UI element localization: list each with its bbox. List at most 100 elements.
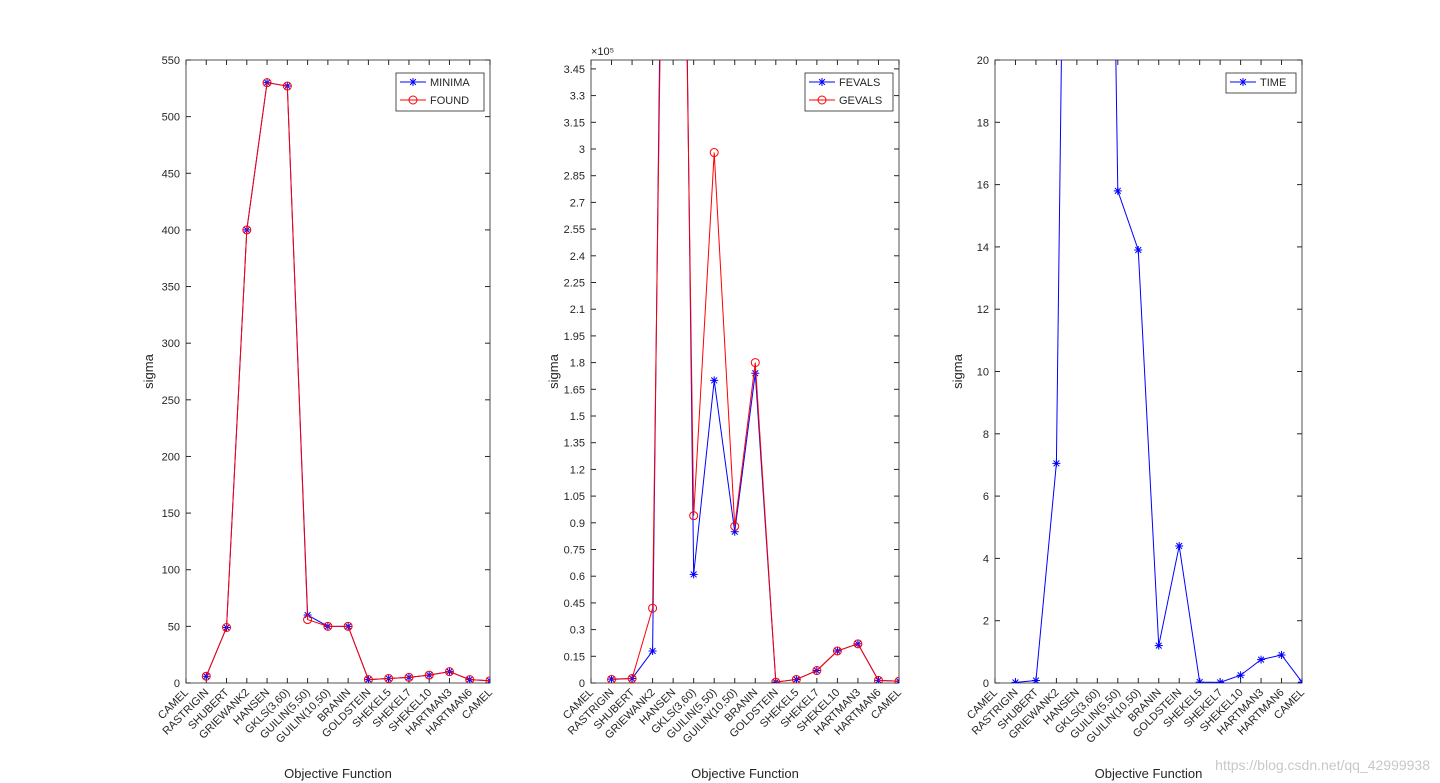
marker	[627, 674, 637, 683]
marker	[409, 78, 417, 86]
marker	[817, 95, 827, 105]
y-tick-label: 2.55	[564, 224, 585, 236]
marker	[222, 622, 232, 632]
marker	[771, 677, 781, 683]
y-tick-label: 2.7	[570, 197, 585, 209]
y-tick-label: 0	[579, 678, 585, 690]
marker	[282, 81, 292, 91]
y-tick-label: 1.5	[570, 411, 585, 423]
marker	[1239, 78, 1247, 86]
y-tick-label: 2.85	[564, 171, 585, 183]
marker	[485, 676, 490, 683]
y-tick-label: 12	[977, 304, 989, 316]
marker	[607, 674, 617, 683]
y-tick-label: 0.9	[570, 518, 585, 530]
y-tick-label: 2.1	[570, 304, 585, 316]
marker	[750, 358, 760, 368]
marker	[424, 670, 434, 680]
marker	[202, 672, 211, 681]
y-tick-label: 16	[977, 180, 989, 192]
y-tick-label: 250	[162, 395, 180, 407]
y-tick-label: 350	[162, 282, 180, 294]
y-tick-label: 4	[983, 553, 989, 565]
y-tick-label: 500	[162, 112, 180, 124]
y-axis-label: sigma	[141, 353, 156, 388]
marker	[818, 78, 826, 86]
y-tick-label: 8	[983, 429, 989, 441]
marker	[444, 667, 454, 677]
marker	[709, 148, 719, 158]
marker	[751, 369, 760, 378]
y-tick-label: 0	[174, 678, 180, 690]
legend-label: FEVALS	[839, 77, 880, 89]
marker	[1154, 641, 1163, 650]
x-axis-label: Objective Function	[1095, 766, 1203, 781]
marker	[1175, 541, 1184, 550]
marker	[323, 621, 333, 631]
marker	[1236, 671, 1245, 680]
y-tick-label: 2.4	[570, 251, 585, 263]
y-tick-label: 3.45	[564, 64, 585, 76]
axes-box	[994, 59, 1303, 684]
y-tick-label: 6	[983, 491, 989, 503]
marker	[853, 639, 863, 649]
marker	[873, 675, 883, 683]
marker	[1195, 678, 1204, 683]
marker	[1277, 650, 1286, 659]
marker	[465, 675, 475, 683]
y-tick-label: 0.45	[564, 598, 585, 610]
y-tick-label: 2.25	[564, 278, 585, 290]
y-tick-label: 0.6	[570, 571, 585, 583]
y-tick-label: 0.3	[570, 625, 585, 637]
y-tick-label: 450	[162, 168, 180, 180]
y-tick-label: 3.3	[570, 91, 585, 103]
marker	[363, 675, 373, 683]
y-tick-label: 1.65	[564, 384, 585, 396]
y-tick-label: 0.75	[564, 545, 585, 557]
y-tick-label: 2	[983, 616, 989, 628]
y-tick-label: 100	[162, 565, 180, 577]
y-tick-label: 550	[162, 55, 180, 67]
plot-area	[1011, 60, 1302, 683]
legend-label: FOUND	[430, 95, 469, 107]
y-tick-label: 150	[162, 508, 180, 520]
marker	[648, 603, 658, 613]
y-exponent: ×10⁵	[591, 46, 614, 58]
y-tick-label: 1.95	[564, 331, 585, 343]
y-tick-label: 20	[977, 55, 989, 67]
marker	[1113, 186, 1122, 195]
marker	[404, 672, 414, 682]
y-tick-label: 3.15	[564, 117, 585, 129]
y-tick-label: 400	[162, 225, 180, 237]
watermark: https://blog.csdn.net/qq_42999938	[1215, 757, 1430, 773]
marker	[343, 621, 353, 631]
marker	[384, 673, 394, 683]
y-axis-label: sigma	[950, 353, 965, 388]
marker	[894, 676, 899, 683]
marker	[710, 376, 719, 385]
y-tick-label: 50	[168, 621, 180, 633]
y-axis-label: sigma	[546, 353, 561, 388]
y-tick-label: 200	[162, 451, 180, 463]
marker	[730, 521, 740, 531]
legend-label: GEVALS	[839, 95, 882, 107]
y-tick-label: 10	[977, 367, 989, 379]
series-line	[205, 82, 490, 682]
marker	[648, 646, 657, 655]
y-tick-label: 0.15	[564, 651, 585, 663]
y-tick-label: 1.8	[570, 358, 585, 370]
y-tick-label: 1.35	[564, 438, 585, 450]
y-tick-label: 1.2	[570, 464, 585, 476]
marker	[201, 671, 211, 681]
plot-area	[201, 78, 490, 683]
y-tick-label: 14	[977, 242, 989, 254]
y-tick-label: 18	[977, 117, 989, 129]
marker	[689, 511, 699, 521]
x-axis-label: Objective Function	[284, 766, 392, 781]
plot-area	[607, 60, 899, 683]
x-axis-label: Objective Function	[691, 766, 799, 781]
marker	[1011, 678, 1020, 683]
marker	[1052, 459, 1061, 468]
legend-label: MINIMA	[430, 77, 470, 89]
